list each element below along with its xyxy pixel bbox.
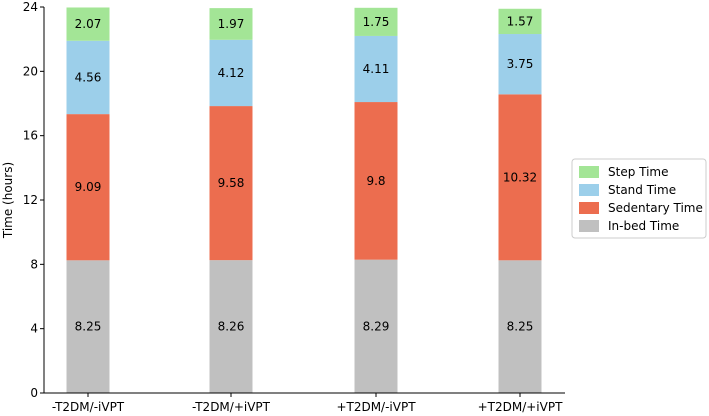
x-tick-label: -T2DM/+iVPT [192, 400, 271, 414]
bar-step-time [354, 7, 398, 36]
data-label-in-bed-time: 8.26 [218, 320, 245, 334]
y-tick-label: 8 [30, 257, 38, 271]
x-tick-label: +T2DM/-iVPT [336, 400, 416, 414]
data-label-step-time: 2.07 [75, 17, 102, 31]
data-label-sedentary-time: 10.32 [503, 170, 537, 184]
y-tick-label: 16 [23, 129, 38, 143]
data-label-step-time: 1.57 [507, 14, 534, 28]
data-label-sedentary-time: 9.8 [366, 174, 385, 188]
bar-sedentary-time [209, 106, 253, 261]
bar-in-bed-time [66, 260, 110, 393]
bar-step-time [66, 7, 110, 41]
data-label-step-time: 1.97 [218, 17, 245, 31]
legend-swatch-in-bed-time [579, 220, 599, 232]
bar-stand-time [354, 35, 398, 103]
legend-swatch-step-time [579, 166, 599, 178]
x-tick-label: -T2DM/-iVPT [52, 400, 125, 414]
y-tick-label: 4 [30, 322, 38, 336]
bar-stand-time [209, 39, 253, 107]
y-tick-label: 20 [23, 64, 38, 78]
legend-swatch-sedentary-time [579, 202, 599, 214]
bar-stand-time [498, 34, 542, 95]
legend-label-step-time: Step Time [608, 165, 669, 179]
legend-label-sedentary-time: Sedentary Time [608, 201, 703, 215]
bars-group [66, 7, 542, 393]
bar-in-bed-time [209, 260, 253, 393]
legend-swatch-stand-time [579, 184, 599, 196]
y-tick-label: 0 [30, 386, 38, 400]
data-label-stand-time: 4.11 [363, 62, 390, 76]
bar-sedentary-time [498, 94, 542, 261]
data-label-in-bed-time: 8.25 [75, 320, 102, 334]
x-ticks-group: -T2DM/-iVPT -T2DM/+iVPT +T2DM/-iVPT +T2DM/+… [52, 393, 563, 414]
data-labels-group: 8.25 9.09 4.56 2.07 8.26 9.58 4.12 1.97 8.29 9.8 4… [75, 14, 538, 333]
y-ticks-group: 0 4 8 12 16 20 24 [23, 0, 44, 400]
data-label-sedentary-time: 9.09 [75, 180, 102, 194]
data-label-stand-time: 3.75 [507, 57, 534, 71]
data-label-step-time: 1.75 [363, 15, 390, 29]
legend-label-in-bed-time: In-bed Time [608, 219, 679, 233]
y-tick-label: 12 [23, 193, 38, 207]
legend: Step Time Stand Time Sedentary Time In-bed … [571, 158, 707, 239]
data-label-in-bed-time: 8.29 [363, 319, 390, 333]
data-label-stand-time: 4.56 [75, 70, 102, 84]
axes-group [43, 7, 565, 394]
bar-in-bed-time [498, 260, 542, 393]
data-label-in-bed-time: 8.25 [507, 320, 534, 334]
bar-step-time [498, 8, 542, 35]
bar-stand-time [66, 40, 110, 115]
data-label-sedentary-time: 9.58 [218, 176, 245, 190]
legend-label-stand-time: Stand Time [608, 183, 676, 197]
bar-sedentary-time [66, 114, 110, 261]
bar-in-bed-time [354, 259, 398, 393]
x-tick-label: +T2DM/+iVPT [478, 400, 563, 414]
data-label-stand-time: 4.12 [218, 66, 245, 80]
legend-box [571, 158, 707, 239]
y-axis-label: Time (hours) [1, 162, 15, 239]
y-tick-label: 24 [23, 0, 38, 14]
bar-sedentary-time [354, 102, 398, 260]
bar-step-time [209, 8, 253, 40]
